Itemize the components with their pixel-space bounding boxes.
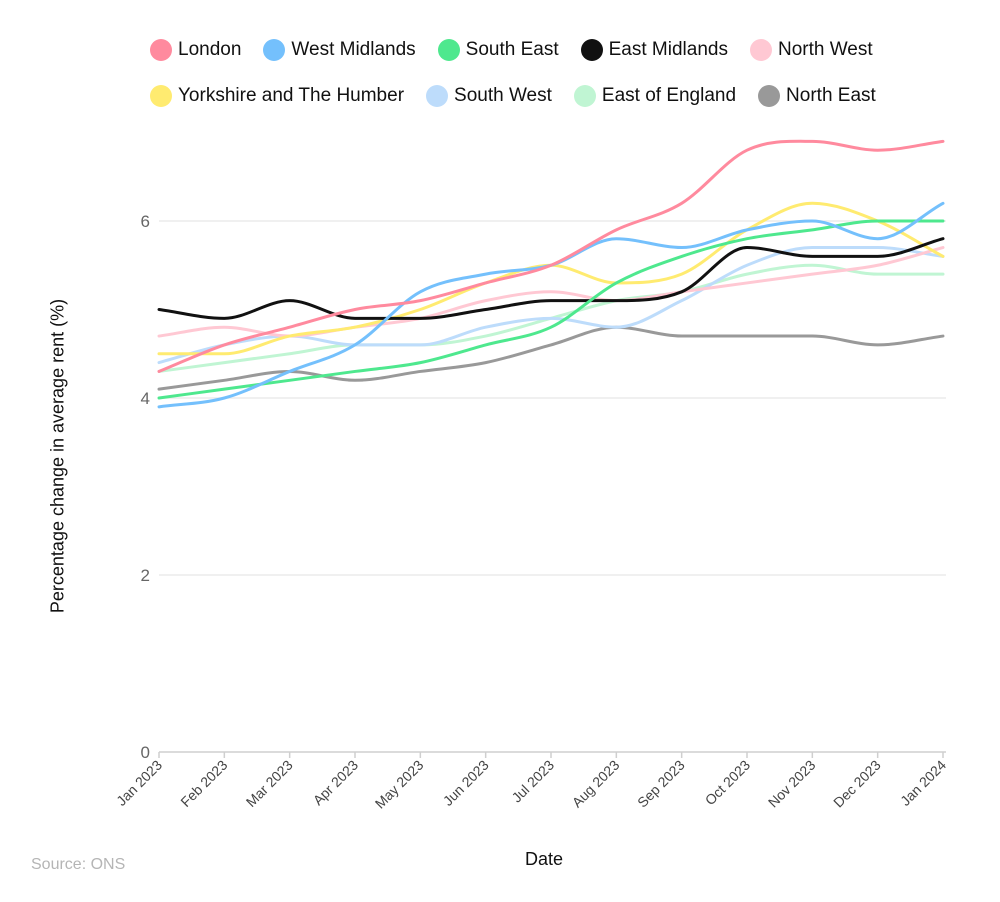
legend-label: South East bbox=[465, 39, 559, 60]
legend-marker-icon bbox=[749, 39, 772, 61]
legend-marker-icon bbox=[150, 85, 172, 107]
legend-label: East Midlands bbox=[608, 39, 728, 60]
x-tick-label: Aug 2023 bbox=[569, 757, 623, 811]
legend-marker-icon bbox=[758, 85, 781, 107]
legend-item[interactable]: West Midlands bbox=[263, 34, 416, 66]
legend-label: London bbox=[178, 39, 242, 60]
y-tick-label: 6 bbox=[141, 212, 150, 231]
y-tick-label: 2 bbox=[141, 566, 150, 585]
x-tick-label: Sep 2023 bbox=[634, 757, 688, 811]
legend-label: Yorkshire and The Humber bbox=[178, 85, 405, 106]
legend-item[interactable]: South West bbox=[426, 80, 552, 112]
x-tick-label: Oct 2023 bbox=[702, 757, 754, 809]
legend-item[interactable]: East Midlands bbox=[580, 34, 728, 66]
legend-item[interactable]: London bbox=[150, 34, 241, 66]
legend-item[interactable]: East of England bbox=[573, 80, 737, 112]
series-line-east-midlands bbox=[157, 237, 945, 320]
x-tick-label: Jun 2023 bbox=[440, 757, 492, 809]
series-line-south-east bbox=[157, 219, 945, 400]
legend: London West Midlands South East East Midlan… bbox=[150, 34, 950, 112]
x-tick-label: Jul 2023 bbox=[508, 757, 557, 806]
legend-marker-icon bbox=[426, 85, 449, 107]
x-tick-label: Jan 2023 bbox=[113, 757, 165, 809]
y-tick-label: 4 bbox=[141, 389, 150, 408]
legend-item[interactable]: North West bbox=[749, 34, 873, 66]
source-note: Source: ONS bbox=[31, 856, 126, 873]
legend-item[interactable]: Yorkshire and The Humber bbox=[150, 80, 404, 112]
legend-item[interactable]: South East bbox=[437, 34, 559, 66]
legend-label: West Midlands bbox=[291, 39, 416, 60]
series-line-west-midlands bbox=[157, 201, 945, 409]
x-tick-label: Feb 2023 bbox=[177, 757, 230, 810]
y-tick-label: 0 bbox=[141, 743, 150, 762]
legend-marker-icon bbox=[573, 85, 596, 107]
x-tick-label: Dec 2023 bbox=[830, 757, 884, 811]
legend-marker-icon bbox=[263, 39, 286, 61]
series-line-north-west bbox=[157, 246, 945, 338]
legend-marker-icon bbox=[580, 39, 603, 61]
x-tick-label: May 2023 bbox=[372, 757, 427, 812]
series-line-london bbox=[157, 139, 945, 373]
legend-label: North East bbox=[786, 85, 876, 106]
legend-label: South West bbox=[454, 85, 552, 106]
legend-label: North West bbox=[777, 39, 873, 60]
legend-label: East of England bbox=[601, 85, 737, 106]
x-tick-label: Apr 2023 bbox=[310, 757, 362, 809]
x-tick-label: Nov 2023 bbox=[765, 757, 819, 811]
x-tick-label: Mar 2023 bbox=[243, 757, 296, 810]
legend-marker-icon bbox=[437, 39, 460, 61]
x-axis-label: Date bbox=[524, 849, 564, 869]
x-tick-label: Jan 2024 bbox=[897, 757, 949, 809]
legend-marker-icon bbox=[150, 39, 172, 61]
y-axis-label: Percentage change in average rent (%) bbox=[47, 298, 68, 614]
legend-item[interactable]: North East bbox=[758, 80, 876, 112]
